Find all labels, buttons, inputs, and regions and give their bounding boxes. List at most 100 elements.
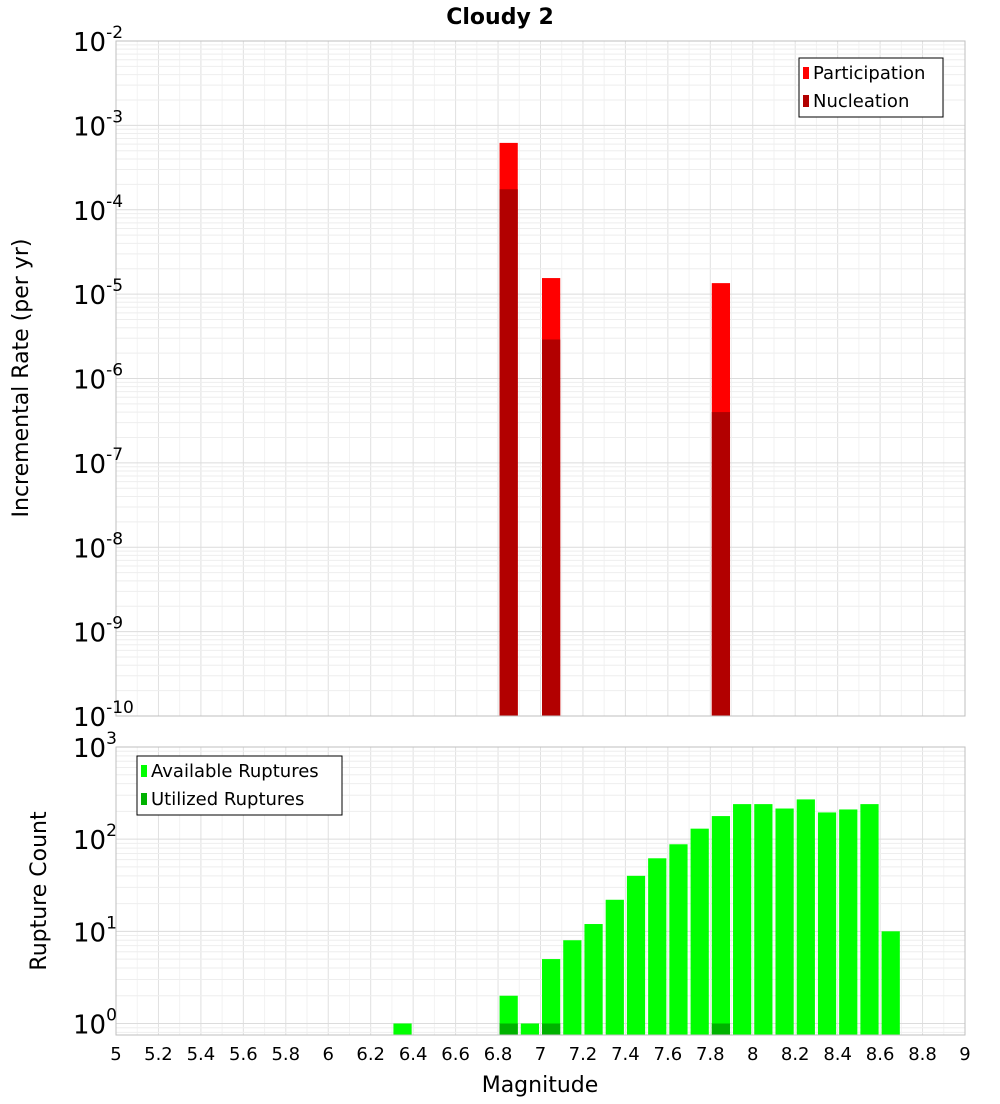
- bar: [733, 804, 752, 1035]
- x-tick-label: 7.6: [654, 1044, 683, 1065]
- y-tick-base: 10: [73, 918, 106, 948]
- y-tick-exponent: -5: [106, 276, 123, 296]
- legend-label: Nucleation: [813, 91, 909, 112]
- bar: [542, 959, 561, 1035]
- y-tick-exponent: -4: [106, 192, 123, 212]
- y-tick-base: 10: [73, 281, 106, 311]
- y-axis-label: Rupture Count: [27, 811, 52, 971]
- y-tick-base: 10: [73, 450, 106, 480]
- y-tick-base: 10: [73, 703, 106, 733]
- x-tick-label: 5.8: [271, 1044, 300, 1065]
- plot-frame: [115, 746, 966, 1036]
- y-tick-exponent: -6: [106, 361, 123, 381]
- bars: [393, 799, 900, 1035]
- x-tick-labels: 5 5.2 5.4 5.6 5.8 6 6.2 6.4 6.6 6.8 7 7.2 7.4 7.6 7.8 8…: [110, 1044, 970, 1065]
- y-tick-label: 10-7: [73, 445, 123, 480]
- legend-swatch: [803, 95, 809, 107]
- y-tick-label: 10-10: [73, 698, 134, 733]
- x-tick-label: 6.6: [441, 1044, 470, 1065]
- bar: [754, 804, 773, 1035]
- legend: Available Ruptures Utilized Ruptures: [136, 755, 343, 816]
- bar: [711, 412, 731, 716]
- y-tick-exponent: -8: [106, 529, 123, 549]
- bar: [648, 858, 667, 1035]
- y-tick-exponent: -2: [106, 23, 123, 43]
- y-tick-label: 10-4: [73, 192, 123, 227]
- y-tick-label: 101: [73, 913, 117, 948]
- y-tick-base: 10: [73, 534, 106, 564]
- bar: [839, 809, 858, 1035]
- x-tick-label: 5: [110, 1044, 121, 1065]
- legend-swatch: [141, 765, 147, 777]
- bar: [520, 1023, 539, 1035]
- legend-swatch: [803, 67, 809, 79]
- y-tick-label: 100: [73, 1005, 117, 1040]
- x-tick-label: 8.2: [781, 1044, 810, 1065]
- x-tick-label: 7.2: [569, 1044, 598, 1065]
- bar: [669, 844, 688, 1035]
- x-tick-label: 5.2: [144, 1044, 173, 1065]
- bar: [775, 808, 794, 1035]
- y-tick-label: 10-5: [73, 276, 123, 311]
- bar: [542, 1023, 561, 1035]
- y-tick-base: 10: [73, 619, 106, 649]
- legend-label: Participation: [813, 63, 925, 84]
- bar: [817, 812, 837, 1035]
- legend-box: [136, 755, 343, 816]
- bar: [626, 875, 646, 1035]
- y-tick-label: 103: [73, 729, 117, 764]
- x-tick-label: 9: [959, 1044, 970, 1065]
- y-tick-base: 10: [73, 1010, 106, 1040]
- y-tick-base: 10: [73, 112, 106, 142]
- x-axis-label: Magnitude: [482, 1073, 599, 1098]
- y-tick-label: 102: [73, 821, 117, 856]
- y-tick-base: 10: [73, 734, 106, 764]
- y-tick-exponent: -10: [106, 698, 134, 718]
- chart-title: Cloudy 2: [446, 5, 554, 30]
- y-tick-label: 10-6: [73, 361, 123, 396]
- y-tick-exponent: 1: [106, 913, 117, 933]
- x-tick-label: 8.8: [908, 1044, 937, 1065]
- y-tick-base: 10: [73, 366, 106, 396]
- y-tick-base: 10: [73, 197, 106, 227]
- y-tick-label: 10-2: [73, 23, 123, 58]
- x-tick-label: 8.4: [823, 1044, 852, 1065]
- x-tick-label: 8.6: [866, 1044, 895, 1065]
- y-tick-label: 10-9: [73, 614, 123, 649]
- bar: [711, 816, 731, 1035]
- x-tick-label: 5.6: [229, 1044, 258, 1065]
- y-tick-label: 10-8: [73, 529, 123, 564]
- x-tick-label: 8: [747, 1044, 758, 1065]
- bar: [499, 1023, 518, 1035]
- x-tick-label: 7.4: [611, 1044, 640, 1065]
- bar: [690, 828, 709, 1035]
- x-tick-label: 7.8: [696, 1044, 725, 1065]
- y-tick-exponent: 3: [106, 729, 117, 749]
- x-tick-label: 6.2: [356, 1044, 385, 1065]
- y-tick-exponent: -7: [106, 445, 123, 465]
- bar: [711, 1023, 731, 1035]
- x-tick-label: 6.4: [399, 1044, 428, 1065]
- bar: [796, 799, 815, 1035]
- plot-frame: [115, 40, 966, 717]
- bar: [584, 924, 603, 1035]
- legend: Participation Nucleation: [798, 57, 944, 118]
- x-tick-label: 7: [535, 1044, 546, 1065]
- x-tick-label: 5.4: [187, 1044, 216, 1065]
- bars: [499, 142, 731, 717]
- legend-box: [798, 57, 944, 118]
- bar: [605, 899, 624, 1035]
- x-tick-label: 6: [323, 1044, 334, 1065]
- bar: [542, 339, 561, 716]
- legend-swatch: [141, 793, 147, 805]
- y-tick-exponent: 0: [106, 1005, 117, 1025]
- y-tick-base: 10: [73, 28, 106, 58]
- bar: [881, 931, 900, 1035]
- y-tick-exponent: -9: [106, 614, 123, 634]
- y-tick-exponent: 2: [106, 821, 117, 841]
- y-axis-label: Incremental Rate (per yr): [9, 239, 34, 518]
- legend-label: Utilized Ruptures: [151, 789, 304, 810]
- x-tick-label: 6.8: [484, 1044, 513, 1065]
